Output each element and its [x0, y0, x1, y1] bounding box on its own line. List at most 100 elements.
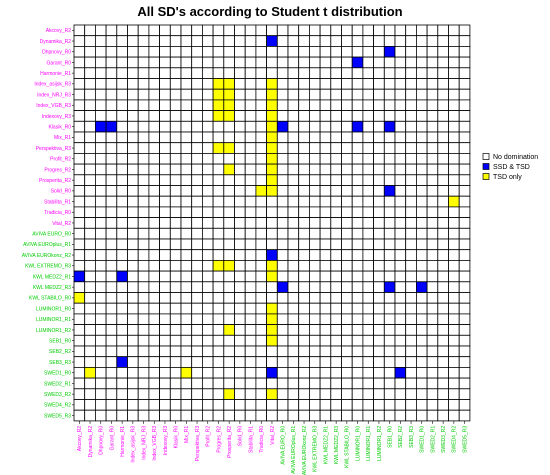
heatmap-cell-none — [308, 366, 321, 379]
heatmap-cell-none — [148, 88, 160, 101]
heatmap-cell-none — [341, 78, 353, 90]
heatmap-cell-none — [201, 302, 214, 315]
heatmap-cell-none — [351, 302, 364, 315]
heatmap-cell-none — [362, 206, 374, 218]
column-label: Indexovy_R3 — [163, 426, 169, 455]
heatmap-cell-none — [351, 131, 364, 144]
heatmap-cell-none — [95, 56, 107, 69]
heatmap-cell-none — [191, 259, 203, 272]
heatmap-cell-none — [180, 46, 193, 58]
heatmap-cell-none — [137, 238, 150, 251]
heatmap-cell-none — [95, 35, 107, 47]
heatmap-cell-none — [191, 334, 203, 347]
heatmap-cell-none — [73, 56, 86, 69]
heatmap-cell-none — [201, 345, 214, 358]
heatmap-cell-none — [169, 399, 182, 411]
heatmap-cell-tsd — [223, 324, 235, 336]
heatmap-cell-tsd — [223, 142, 235, 154]
heatmap-cell-ssd — [266, 366, 278, 379]
heatmap-cell-none — [405, 399, 417, 411]
heatmap-cell-none — [341, 238, 353, 251]
heatmap-cell-none — [351, 270, 364, 283]
heatmap-cell-none — [362, 366, 374, 379]
heatmap-cell-none — [234, 174, 246, 186]
heatmap-cell-none — [234, 356, 246, 368]
heatmap-cell-none — [308, 313, 321, 325]
heatmap-cell-none — [405, 99, 417, 112]
heatmap-cell-none — [341, 46, 353, 58]
heatmap-cell-none — [426, 185, 439, 197]
heatmap-cell-none — [159, 356, 171, 368]
heatmap-cell-none — [169, 302, 182, 315]
heatmap-cell-none — [308, 67, 321, 79]
heatmap-cell-none — [298, 281, 310, 293]
heatmap-cell-none — [127, 302, 139, 315]
heatmap-cell-none — [362, 46, 374, 58]
heatmap-cell-none — [437, 131, 449, 144]
heatmap-cell-none — [244, 56, 257, 69]
heatmap-cell-none — [105, 313, 118, 325]
heatmap-cell-none — [105, 292, 118, 304]
heatmap-cell-none — [105, 366, 118, 379]
heatmap-cell-none — [426, 120, 439, 133]
heatmap-cell-none — [234, 217, 246, 229]
heatmap-cell-none — [437, 35, 449, 47]
column-label: LUMINOR1_R0 — [355, 426, 361, 461]
heatmap-cell-none — [73, 110, 86, 122]
heatmap-cell-none — [319, 249, 332, 261]
heatmap-cell-none — [244, 399, 257, 411]
heatmap-cell-none — [201, 24, 214, 37]
heatmap-cell-none — [298, 174, 310, 186]
heatmap-cell-none — [105, 281, 118, 293]
heatmap-cell-none — [276, 324, 289, 336]
heatmap-cell-none — [255, 120, 267, 133]
row-label: Vital_R2 — [52, 221, 71, 227]
heatmap-cell-none — [362, 227, 374, 240]
heatmap-cell-none — [244, 185, 257, 197]
heatmap-cell-none — [84, 142, 96, 154]
heatmap-cell-none — [415, 131, 428, 144]
heatmap-cell-none — [244, 67, 257, 79]
heatmap-cell-none — [223, 334, 235, 347]
heatmap-cell-none — [148, 110, 160, 122]
heatmap-cell-none — [405, 366, 417, 379]
heatmap-cell-none — [169, 110, 182, 122]
heatmap-cell-none — [180, 249, 193, 261]
heatmap-cell-none — [169, 334, 182, 347]
heatmap-cell-none — [116, 131, 128, 144]
heatmap-cell-none — [405, 142, 417, 154]
heatmap-cell-none — [191, 142, 203, 154]
heatmap-cell-none — [298, 120, 310, 133]
heatmap-cell-none — [437, 313, 449, 325]
heatmap-cell-none — [437, 185, 449, 197]
heatmap-cell-none — [159, 227, 171, 240]
heatmap-cell-none — [308, 324, 321, 336]
heatmap-cell-none — [127, 217, 139, 229]
heatmap-cell-none — [426, 366, 439, 379]
heatmap-cell-none — [341, 35, 353, 47]
heatmap-cell-none — [426, 313, 439, 325]
heatmap-cell-none — [351, 227, 364, 240]
heatmap-cell-tsd — [212, 99, 225, 112]
heatmap-cell-none — [223, 206, 235, 218]
heatmap-cell-none — [116, 142, 128, 154]
heatmap-cell-none — [73, 88, 86, 101]
heatmap-cell-none — [84, 152, 96, 165]
heatmap-cell-none — [341, 388, 353, 400]
column-label: Mix_R1 — [184, 426, 190, 443]
heatmap-cell-none — [84, 313, 96, 325]
heatmap-cell-none — [73, 334, 86, 347]
heatmap-cell-none — [308, 185, 321, 197]
heatmap-cell-none — [105, 399, 118, 411]
heatmap-cell-none — [330, 174, 342, 186]
heatmap-cell-none — [330, 292, 342, 304]
heatmap-cell-none — [415, 195, 428, 208]
heatmap-cell-none — [180, 270, 193, 283]
heatmap-cell-none — [105, 377, 118, 390]
heatmap-cell-none — [351, 249, 364, 261]
heatmap-cell-none — [383, 356, 396, 368]
heatmap-cell-none — [223, 399, 235, 411]
heatmap-cell-none — [244, 302, 257, 315]
heatmap-cell-none — [383, 24, 396, 37]
